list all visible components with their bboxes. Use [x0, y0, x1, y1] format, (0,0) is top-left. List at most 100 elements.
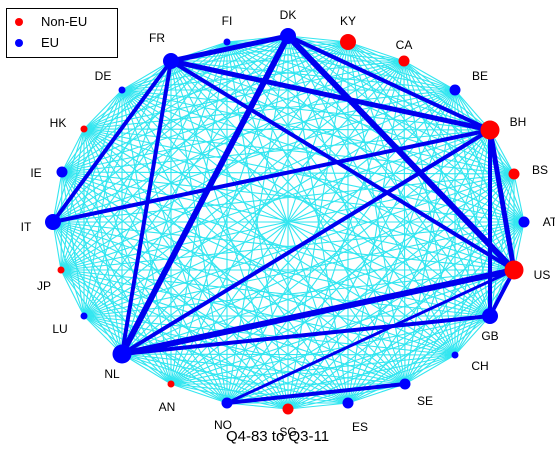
legend-item-eu: EU [7, 34, 117, 52]
edge-lu-de [83, 89, 123, 317]
edge-lu-it [52, 221, 85, 317]
edge-gb-jp [60, 269, 491, 317]
edge-es-fr [170, 60, 349, 404]
node-be [449, 84, 461, 96]
edge-dk-an [170, 35, 289, 385]
period-caption: Q4-83 to Q3-11 [225, 428, 330, 445]
edge-no-it [52, 221, 228, 404]
legend: Non-EU EU [6, 8, 118, 58]
edge-ca-hk [83, 60, 405, 130]
edge-jp-fr [60, 60, 172, 271]
edge-se-sg [287, 383, 406, 410]
edge-ca-de [121, 60, 405, 91]
edge-se-hk [83, 128, 406, 385]
edge-bh-ie [61, 129, 491, 173]
edge-no-lu [83, 315, 228, 404]
edge-bs-de [121, 89, 515, 175]
node-bh [480, 120, 500, 140]
node-label-se: SE [417, 394, 433, 408]
strong-edge-dk-nl [119, 33, 291, 357]
edge-gb-no [226, 315, 491, 404]
node-label-lu: LU [52, 322, 67, 336]
edge-se-it [52, 221, 406, 385]
edge-sg-fr [170, 60, 289, 410]
edge-no-nl [121, 353, 228, 404]
node-bs [508, 168, 520, 180]
edge-be-fi [226, 41, 456, 91]
edge-sg-hk [83, 128, 289, 410]
legend-marker-non-eu [15, 18, 23, 26]
edge-ch-an [170, 354, 456, 385]
node-gb [482, 308, 498, 324]
node-us [504, 260, 524, 280]
edge-us-de [121, 89, 515, 271]
edge-de-fr [121, 60, 172, 91]
edge-ch-hk [83, 128, 456, 356]
node-label-de: DE [95, 69, 112, 83]
node-label-ie: IE [30, 166, 41, 180]
node-label-sg: SG [279, 425, 296, 439]
node-nl [112, 344, 132, 364]
edge-hk-fr [83, 60, 172, 130]
edge-ch-jp [60, 269, 456, 356]
strong-edge-layer [51, 33, 517, 405]
node-label-no: NO [214, 418, 232, 432]
edge-nl-hk [83, 128, 123, 355]
node-at [518, 216, 530, 228]
edge-nl-it [52, 221, 123, 355]
strong-edge-fr-dk [168, 33, 291, 64]
node-label-bh: BH [510, 115, 527, 129]
strong-edge-fr-us [169, 59, 516, 272]
node-hk [80, 125, 88, 133]
node-ie [56, 166, 68, 178]
edge-hk-de [83, 89, 123, 130]
edge-no-fr [170, 60, 228, 404]
edge-es-fi [226, 41, 349, 404]
edge-ky-at [347, 41, 525, 223]
node-dk [280, 28, 296, 44]
node-label-bs: BS [532, 163, 548, 177]
edge-ca-be [403, 60, 456, 91]
edge-no-an [170, 383, 228, 404]
edge-bs-at [513, 173, 525, 223]
edge-ch-fi [226, 41, 456, 356]
node-it [45, 214, 61, 230]
node-fr [163, 53, 179, 69]
node-jp [57, 266, 65, 274]
legend-item-non-eu: Non-EU [7, 13, 117, 31]
edge-es-sg [287, 402, 349, 410]
edge-se-nl [121, 353, 406, 385]
edge-it-de [52, 89, 123, 223]
edge-jp-de [60, 89, 123, 271]
node-label-be: BE [472, 69, 488, 83]
edge-sg-jp [60, 269, 289, 410]
edge-ca-no [226, 60, 405, 404]
node-de [118, 86, 126, 94]
node-es [342, 397, 354, 409]
edge-se-jp [60, 269, 406, 385]
node-label-gb: GB [481, 329, 498, 343]
strong-edge-it-bh [51, 128, 492, 224]
edge-sg-de [121, 89, 289, 410]
node-an [167, 380, 175, 388]
edge-no-de [121, 89, 228, 404]
edge-ca-es [347, 60, 405, 404]
edge-ie-hk [61, 128, 85, 173]
node-layer [45, 28, 530, 415]
node-label-at: AT [543, 215, 555, 229]
strong-edge-dk-bh [286, 34, 492, 132]
edge-an-hk [83, 128, 172, 385]
strong-edge-us-nl [119, 267, 517, 357]
node-label-dk: DK [280, 8, 297, 22]
edge-an-nl [121, 353, 172, 385]
node-ca [398, 55, 410, 67]
edge-at-de [121, 89, 525, 223]
edge-ch-se [404, 354, 456, 385]
strong-edge-us-no [225, 268, 516, 405]
node-label-ch: CH [471, 359, 488, 373]
edge-nl-jp [60, 269, 123, 355]
node-label-ca: CA [396, 38, 413, 52]
edge-dk-es [287, 35, 349, 404]
edge-jp-it [52, 221, 62, 271]
